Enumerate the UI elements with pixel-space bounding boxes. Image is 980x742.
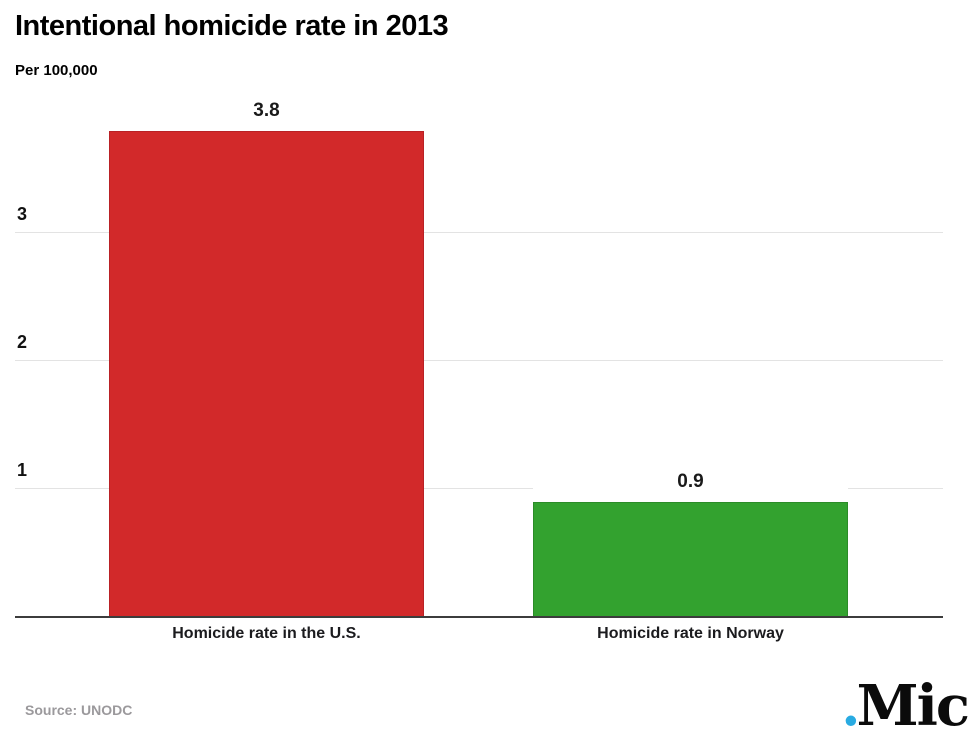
x-axis-line: [15, 616, 943, 618]
plot-area: 1 2 3 3.8 Homicide rate in the U.S. 0.9 Homici…: [15, 100, 943, 642]
mic-logo-text: Mic: [856, 673, 970, 739]
chart-subtitle: Per 100,000: [15, 62, 98, 79]
mic-logo: .Mic: [841, 678, 970, 734]
category-label-0: Homicide rate in the U.S.: [172, 625, 361, 642]
bar-0: [109, 131, 424, 617]
bar-value-label-0: 3.8: [109, 100, 424, 122]
gridline-y3: [15, 232, 943, 233]
y-tick-label-2: 2: [17, 332, 28, 352]
source-credit: Source: UNODC: [25, 702, 133, 718]
bar-1: [533, 502, 848, 617]
category-label-1: Homicide rate in Norway: [597, 625, 784, 642]
y-tick-label-1: 1: [17, 460, 28, 480]
mic-logo-dot: .: [841, 673, 860, 739]
bar-value-label-1: 0.9: [533, 471, 848, 493]
y-tick-label-3: 3: [17, 204, 28, 224]
gridline-y2: [15, 360, 943, 361]
gridline-y1: [15, 488, 943, 489]
chart-title: Intentional homicide rate in 2013: [15, 10, 449, 42]
